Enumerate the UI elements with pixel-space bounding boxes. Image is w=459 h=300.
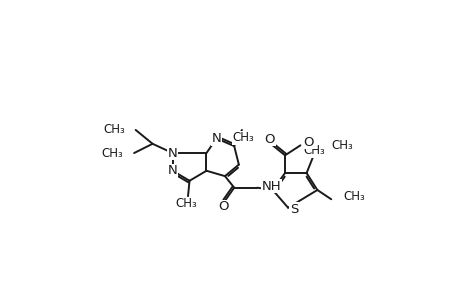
Text: O: O: [303, 136, 313, 149]
Text: S: S: [290, 203, 298, 216]
Text: CH₃: CH₃: [303, 144, 325, 157]
Text: CH₃: CH₃: [232, 131, 254, 144]
Text: O: O: [264, 133, 274, 146]
Text: N: N: [168, 146, 177, 160]
Text: CH₃: CH₃: [101, 146, 123, 160]
Text: NH: NH: [261, 180, 281, 193]
Text: N: N: [168, 164, 177, 177]
Text: CH₃: CH₃: [175, 197, 197, 210]
Text: CH₃: CH₃: [103, 123, 124, 136]
Text: O: O: [218, 200, 228, 213]
Text: N: N: [211, 132, 221, 145]
Text: CH₃: CH₃: [343, 190, 364, 203]
Text: CH₃: CH₃: [330, 139, 352, 152]
